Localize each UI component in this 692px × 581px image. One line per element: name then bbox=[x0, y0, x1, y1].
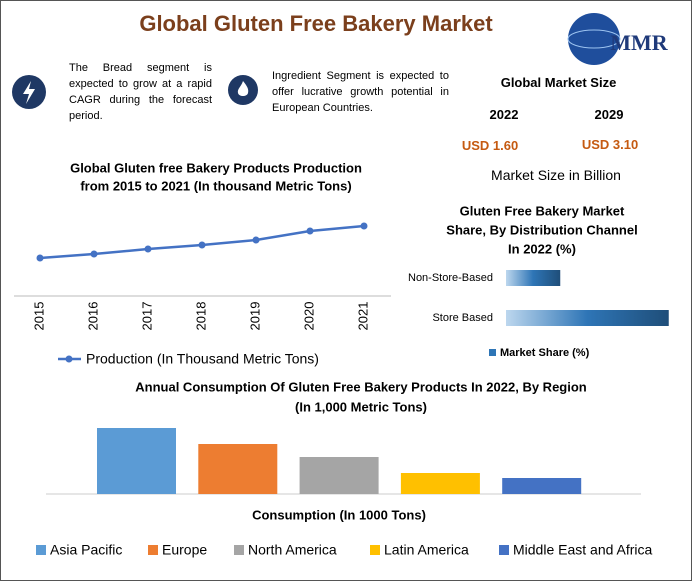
legend-swatch bbox=[148, 545, 158, 555]
chart-title: Share, By Distribution Channel bbox=[446, 222, 637, 237]
legend-label: Market Share (%) bbox=[500, 347, 590, 359]
legend-swatch bbox=[36, 545, 46, 555]
legend-swatch bbox=[370, 545, 380, 555]
point bbox=[252, 236, 260, 244]
point bbox=[36, 254, 44, 262]
logo-orbit bbox=[567, 29, 621, 49]
chart-title: Global Gluten free Bakery Products Produ… bbox=[70, 160, 362, 175]
legend-label: Middle East and Africa bbox=[513, 542, 653, 558]
bar bbox=[400, 473, 480, 494]
x-tick-label: 2017 bbox=[139, 302, 154, 331]
bolt-icon bbox=[12, 75, 46, 109]
highlight: The Bread segment is expected to grow at… bbox=[69, 62, 212, 122]
market-year: 2022 bbox=[489, 107, 519, 122]
highlight: Ingredient Segment is expected to offer … bbox=[272, 70, 449, 114]
legend-label: Production (In Thousand Metric Tons) bbox=[86, 351, 319, 367]
legend-swatch bbox=[499, 545, 509, 555]
chart-title: In 2022 (%) bbox=[508, 241, 576, 256]
x-tick-label: 2020 bbox=[301, 302, 316, 331]
x-axis-label: Consumption (In 1000 Tons) bbox=[252, 507, 426, 522]
bar bbox=[506, 270, 561, 286]
market-year: 2029 bbox=[594, 107, 624, 122]
logo-text: MMR bbox=[610, 30, 669, 55]
x-tick-label: 2021 bbox=[355, 302, 370, 331]
point bbox=[144, 245, 152, 253]
point bbox=[198, 241, 206, 249]
market-note: Market Size in Billion bbox=[491, 167, 621, 183]
legend-swatch bbox=[489, 349, 496, 356]
legend-point bbox=[65, 355, 73, 363]
x-tick-label: 2016 bbox=[85, 302, 100, 331]
bar bbox=[506, 310, 669, 326]
chart-title: Annual Consumption Of Gluten Free Bakery… bbox=[135, 379, 587, 394]
flame-icon bbox=[228, 75, 258, 105]
bar bbox=[502, 478, 582, 494]
point bbox=[90, 250, 98, 258]
bar bbox=[299, 457, 379, 494]
x-tick-label: 2019 bbox=[247, 302, 262, 331]
y-tick-label: Store Based bbox=[432, 312, 493, 324]
legend-label: Latin America bbox=[384, 542, 469, 558]
market-value: USD 1.60 bbox=[461, 138, 519, 153]
point bbox=[306, 227, 314, 235]
legend-label: Asia Pacific bbox=[50, 542, 122, 558]
chart-title: from 2015 to 2021 (In thousand Metric To… bbox=[80, 178, 351, 193]
logo-globe bbox=[568, 13, 620, 65]
market-heading: Global Market Size bbox=[500, 75, 617, 90]
legend-label: North America bbox=[248, 542, 337, 558]
x-tick-label: 2015 bbox=[31, 302, 46, 331]
chart-title: Gluten Free Bakery Market bbox=[460, 203, 625, 218]
bar bbox=[198, 444, 278, 494]
logo: MMR bbox=[567, 13, 669, 65]
legend-swatch bbox=[234, 545, 244, 555]
page-title: Global Gluten Free Bakery Market bbox=[139, 11, 493, 36]
bar bbox=[97, 428, 176, 494]
y-tick-label: Non-Store-Based bbox=[408, 272, 493, 284]
legend-label: Europe bbox=[162, 542, 207, 558]
chart-title: (In 1,000 Metric Tons) bbox=[295, 399, 427, 414]
x-tick-label: 2018 bbox=[193, 302, 208, 331]
point bbox=[360, 222, 368, 230]
market-value: USD 3.10 bbox=[581, 137, 639, 152]
